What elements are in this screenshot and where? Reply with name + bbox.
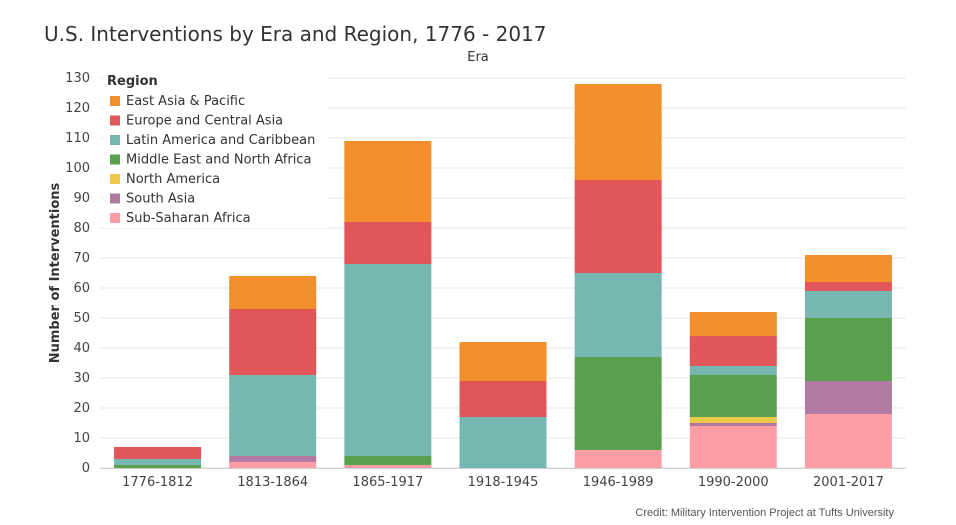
legend-entry: East Asia & Pacific [126, 94, 245, 109]
x-tick-label: 1918-1945 [468, 475, 539, 490]
bar-segment-latin-america-and-caribbean [689, 366, 777, 375]
y-tick-label: 80 [73, 221, 90, 236]
legend-background [103, 70, 328, 228]
bar-segment-middle-east-and-north-africa [114, 465, 202, 468]
y-tick-label: 110 [65, 131, 90, 146]
y-tick-label: 40 [73, 341, 90, 356]
legend-swatch [110, 115, 120, 126]
bar-segment-east-asia-pacific [804, 255, 892, 282]
bar-segment-sub-saharan-africa [229, 462, 317, 468]
bar-segment-sub-saharan-africa [804, 414, 892, 468]
bar-segment-east-asia-pacific [689, 312, 777, 336]
y-tick-label: 60 [73, 281, 90, 296]
legend-entry: Sub-Saharan Africa [126, 211, 251, 226]
bar-segment-europe-and-central-asia [344, 222, 432, 264]
bar-segment-latin-america-and-caribbean [459, 417, 547, 468]
y-tick-label: 30 [73, 371, 90, 386]
bar-segment-east-asia-pacific [574, 84, 662, 180]
y-tick-label: 10 [73, 431, 90, 446]
legend-swatch [110, 174, 120, 184]
bar-segment-middle-east-and-north-africa [804, 318, 892, 381]
bar-segment-sub-saharan-africa [574, 450, 662, 468]
x-tick-label: 1776-1812 [122, 475, 193, 490]
bar-segment-middle-east-and-north-africa [689, 375, 777, 417]
legend-swatch [110, 213, 120, 223]
bar-segment-latin-america-and-caribbean [804, 291, 892, 318]
y-tick-label: 100 [65, 161, 90, 176]
legend-title: Region [107, 74, 158, 89]
x-tick-label: 2001-2017 [813, 475, 884, 490]
x-tick-label: 1865-1917 [352, 475, 423, 490]
bar-segment-south-asia [804, 381, 892, 414]
legend-entry: Middle East and North Africa [126, 153, 311, 168]
bar-segment-north-america [689, 417, 777, 423]
bar-segment-latin-america-and-caribbean [229, 375, 317, 456]
y-tick-label: 50 [73, 311, 90, 326]
bar-segment-europe-and-central-asia [459, 381, 547, 417]
bar-segment-europe-and-central-asia [574, 180, 662, 273]
bar-segment-europe-and-central-asia [804, 282, 892, 291]
bar-segment-middle-east-and-north-africa [344, 456, 432, 465]
chart-title: U.S. Interventions by Era and Region, 17… [44, 22, 547, 46]
legend-swatch [110, 135, 120, 145]
bar-segment-middle-east-and-north-africa [574, 357, 662, 450]
bar-segment-sub-saharan-africa [689, 426, 777, 468]
legend-swatch [110, 96, 120, 106]
y-tick-label: 120 [65, 101, 90, 116]
bar-segment-east-asia-pacific [344, 141, 432, 222]
credit-text: Credit: Military Intervention Project at… [635, 507, 894, 519]
bar-segment-europe-and-central-asia [114, 447, 202, 459]
y-tick-label: 20 [73, 401, 90, 416]
bar-segment-latin-america-and-caribbean [574, 273, 662, 357]
bar-segment-latin-america-and-caribbean [344, 264, 432, 456]
bar-segment-south-asia [229, 456, 317, 462]
legend-entry: Latin America and Caribbean [126, 133, 315, 148]
legend-entry: South Asia [126, 192, 195, 207]
legend-swatch [110, 193, 120, 204]
bar-segment-south-asia [689, 423, 777, 426]
bar-segment-latin-america-and-caribbean [114, 459, 202, 465]
legend-entry: North America [126, 172, 220, 187]
x-tick-label: 1946-1989 [583, 475, 654, 490]
y-axis-title: Number of Interventions [48, 182, 63, 363]
y-tick-label: 90 [73, 191, 90, 206]
legend-swatch [110, 154, 120, 165]
y-tick-label: 0 [82, 461, 90, 476]
facet-label: Era [467, 50, 489, 65]
bar-segment-sub-saharan-africa [344, 465, 432, 468]
x-tick-label: 1990-2000 [698, 475, 769, 490]
bar-segment-east-asia-pacific [229, 276, 317, 309]
y-tick-label: 70 [73, 251, 90, 266]
legend-entry: Europe and Central Asia [126, 114, 283, 129]
x-tick-label: 1813-1864 [237, 475, 308, 490]
bar-segment-europe-and-central-asia [229, 309, 317, 375]
bar-segment-east-asia-pacific [459, 342, 547, 381]
y-tick-label: 130 [65, 71, 90, 86]
bar-segment-europe-and-central-asia [689, 336, 777, 366]
